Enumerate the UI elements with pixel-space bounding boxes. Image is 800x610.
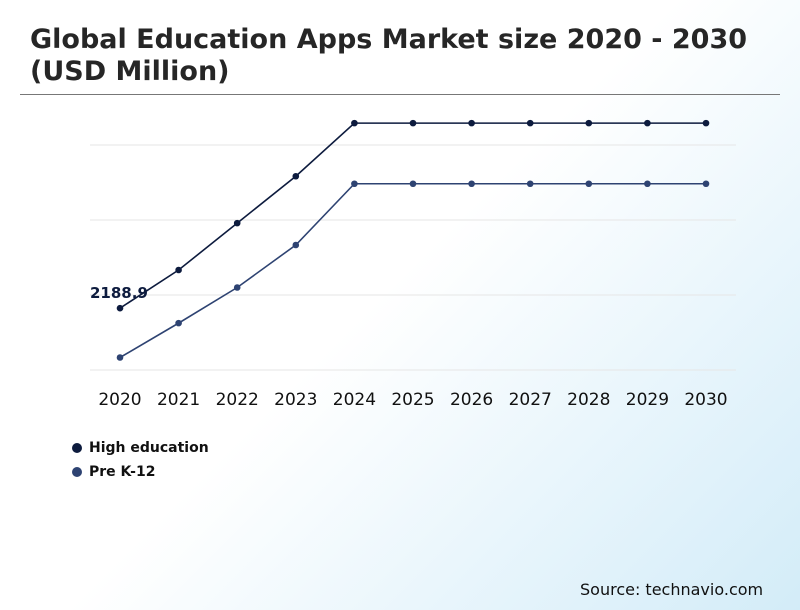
data-point[interactable] [351,119,358,127]
line-chart: 2188.9 2020 2021 2022 2023 2024 2025 2026 2027 2… [90,119,736,410]
data-point[interactable] [585,119,593,127]
legend-swatch [72,467,82,477]
x-tick-label: 2025 [391,390,434,410]
series-lines [119,122,706,359]
x-tick-label: 2030 [684,390,727,410]
series-line [119,182,706,359]
data-point[interactable] [409,119,417,127]
x-tick-label: 2027 [509,390,552,410]
data-label: 2188.9 [90,284,148,302]
legend-label: High education [89,440,209,456]
legend-swatch [72,443,82,453]
x-tick-label: 2029 [626,390,669,410]
x-tick-label: 2024 [333,390,376,410]
data-point[interactable] [585,180,593,188]
x-axis-ticks: 2020 2021 2022 2023 2024 2025 2026 2027 2028 2029… [98,390,727,410]
x-tick-label: 2026 [450,390,493,410]
data-points [116,119,710,361]
legend: High education Pre K-12 [72,436,209,484]
source-credit: Source: technavio.com [580,580,764,599]
legend-item-pre-k12[interactable]: Pre K-12 [72,460,209,484]
data-point[interactable] [468,180,475,188]
data-point[interactable] [292,241,300,249]
data-point[interactable] [351,180,358,188]
data-point[interactable] [409,180,417,188]
data-point[interactable] [233,219,241,227]
x-tick-label: 2023 [274,390,317,410]
data-point[interactable] [116,354,124,361]
data-point[interactable] [526,180,534,188]
data-point[interactable] [233,284,241,291]
data-point[interactable] [644,119,651,127]
legend-label: Pre K-12 [89,464,156,480]
data-point[interactable] [702,119,710,127]
data-point[interactable] [702,180,710,188]
series-line [119,122,706,309]
x-tick-label: 2022 [216,390,259,410]
data-point[interactable] [292,172,300,180]
data-point[interactable] [116,304,124,312]
title-divider [20,94,780,95]
data-point[interactable] [644,180,651,188]
data-point[interactable] [175,266,182,274]
x-tick-label: 2028 [567,390,610,410]
gridlines [90,144,736,371]
data-point[interactable] [468,119,475,127]
data-annotations: 2188.9 [90,284,148,302]
x-tick-label: 2021 [157,390,200,410]
chart-title: Global Education Apps Market size 2020 -… [30,24,748,87]
x-tick-label: 2020 [98,390,141,410]
data-point[interactable] [526,119,534,127]
data-point[interactable] [175,319,182,327]
legend-item-high-education[interactable]: High education [72,436,209,460]
